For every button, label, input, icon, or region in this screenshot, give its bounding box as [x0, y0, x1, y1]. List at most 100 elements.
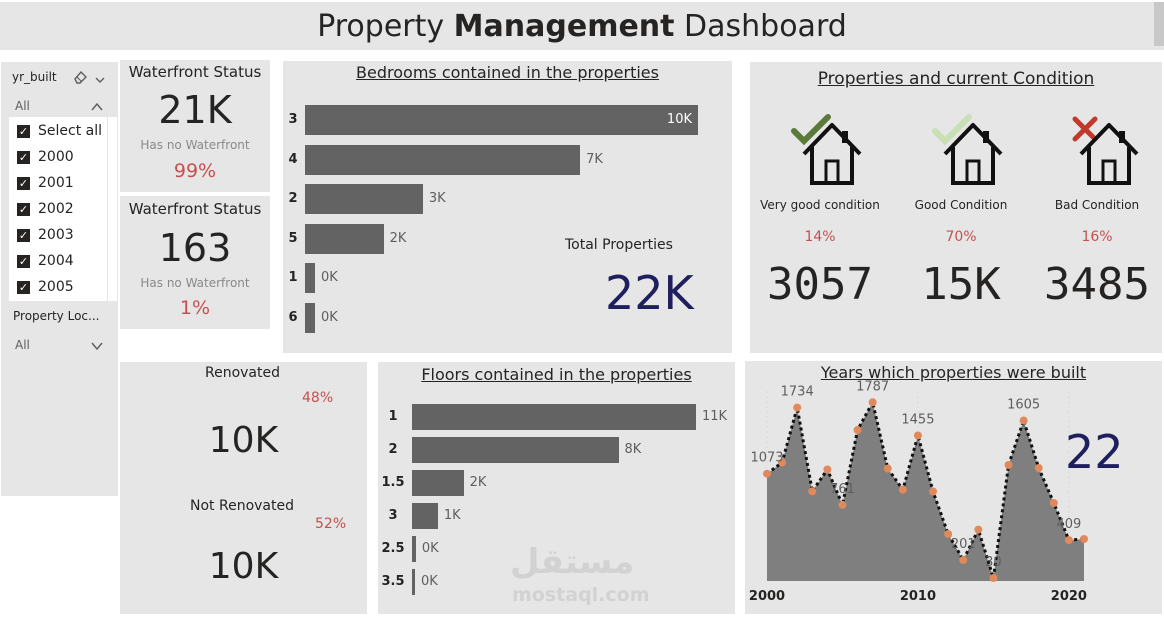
- years-chart-panel: Years which properties were built 1073 17…: [745, 361, 1162, 614]
- data-point: [853, 426, 862, 434]
- page-scrollbar[interactable]: [1154, 2, 1164, 46]
- location-slicer-label: Property Loc...: [13, 309, 100, 323]
- option-label: 2000: [38, 149, 74, 165]
- waterfront-title: Waterfront Status: [128, 63, 262, 81]
- bar-data-label: 2K: [469, 475, 487, 490]
- renovated-label: Renovated: [205, 365, 281, 381]
- total-properties-label: Total Properties: [565, 237, 673, 253]
- bar-data-label: 0K: [421, 541, 439, 556]
- waterfront-sub: Has no Waterfront: [140, 138, 250, 152]
- bar-category-label: 3: [388, 508, 398, 523]
- data-point: [974, 525, 983, 534]
- years-area: [767, 402, 1084, 581]
- bar[interactable]: [412, 404, 696, 430]
- bar[interactable]: [412, 536, 416, 562]
- data-point: [959, 556, 968, 564]
- data-label: 761: [830, 482, 855, 497]
- year-option[interactable]: ✓ 2003: [17, 222, 107, 248]
- clear-filter-icon[interactable]: [72, 69, 88, 85]
- renovated-pct: 48%: [302, 390, 334, 406]
- waterfront-card-1: Waterfront Status 21K Has no Waterfront …: [120, 60, 270, 192]
- bar[interactable]: [412, 503, 438, 529]
- data-point: [1019, 416, 1028, 425]
- data-point: [823, 465, 832, 474]
- waterfront-title: Waterfront Status: [128, 200, 262, 218]
- condition-label: Good Condition: [914, 198, 1008, 212]
- bar-data-label: 8K: [624, 442, 642, 457]
- condition-value: 3057: [767, 259, 873, 310]
- bedrooms-bars: 3 10K 4 7K 2 3K 5 2K 1 0K 6 0K: [283, 61, 732, 353]
- data-label: 1455: [901, 413, 934, 428]
- floors-chart-panel: Floors contained in the properties 1 11K 2…: [378, 362, 735, 614]
- condition-column: Good Condition 70% 15K: [892, 101, 1030, 352]
- year-option[interactable]: ✓ 2001: [17, 170, 107, 196]
- option-label: 2001: [38, 175, 74, 191]
- chevron-up-icon[interactable]: [90, 98, 104, 111]
- floors-bars: 1 11K 2 8K 1.5 2K 3 1K 2.5 0K 3.5 0K: [378, 362, 735, 614]
- data-label: 1734: [781, 385, 814, 400]
- data-label: 30: [985, 555, 1002, 570]
- x-tick-label: 2000: [749, 589, 785, 604]
- bar-category-label: 5: [288, 230, 298, 246]
- bar[interactable]: [305, 105, 698, 135]
- bar[interactable]: [305, 263, 315, 294]
- data-point: [868, 398, 877, 407]
- bar-category-label: 1: [288, 270, 298, 286]
- renovated-value: 10K: [208, 420, 279, 461]
- bar-data-label: 2K: [389, 230, 407, 246]
- bar-category-label: 6: [288, 310, 298, 325]
- checkbox-checked-icon[interactable]: ✓: [17, 176, 30, 190]
- checkbox-checked-icon[interactable]: ✓: [17, 280, 30, 294]
- bar[interactable]: [305, 303, 315, 333]
- data-point: [808, 487, 817, 496]
- year-slicer-selected[interactable]: All: [15, 99, 30, 113]
- data-point: [944, 530, 953, 538]
- waterfront-value: 21K: [158, 88, 232, 132]
- year-option[interactable]: ✓ 2000: [17, 144, 107, 170]
- condition-value: 3485: [1044, 259, 1150, 310]
- waterfront-pct: 1%: [179, 297, 211, 319]
- option-label: 2003: [38, 227, 74, 243]
- house-icon: [791, 114, 862, 185]
- checkbox-checked-icon[interactable]: ✓: [17, 150, 30, 164]
- data-point: [1034, 464, 1043, 472]
- bar[interactable]: [412, 470, 464, 496]
- select-all-option[interactable]: ✓ Select all: [17, 118, 107, 144]
- location-slicer-selected[interactable]: All: [15, 338, 30, 352]
- bar[interactable]: [412, 569, 415, 595]
- bar-data-label: 0K: [321, 270, 338, 286]
- years-line: [766, 398, 1085, 579]
- bar-data-label: 1K: [443, 508, 461, 523]
- checkbox-checked-icon[interactable]: ✓: [17, 228, 30, 242]
- bar-category-label: 3: [288, 112, 298, 127]
- location-slicer: [1, 304, 118, 360]
- condition-pct: 70%: [945, 229, 977, 245]
- data-point: [838, 500, 847, 509]
- not-renovated-value: 10K: [208, 546, 279, 587]
- bar[interactable]: [412, 437, 619, 463]
- waterfront-card-2: Waterfront Status 163 Has no Waterfront …: [120, 196, 270, 329]
- year-option[interactable]: ✓ 2004: [17, 248, 107, 274]
- years-kpi: 22: [1065, 425, 1124, 479]
- waterfront-value: 163: [158, 226, 232, 270]
- bar[interactable]: [305, 223, 384, 254]
- page-title: Property Management Dashboard: [0, 2, 1164, 50]
- data-label: 1787: [856, 379, 889, 394]
- data-point: [1080, 535, 1088, 543]
- year-dropdown-scrollbar[interactable]: [108, 117, 117, 301]
- checkbox-checked-icon[interactable]: ✓: [17, 202, 30, 216]
- bar-category-label: 2: [388, 442, 398, 457]
- chevron-down-icon[interactable]: [94, 71, 106, 83]
- data-label: 409: [1056, 517, 1081, 532]
- data-point: [989, 574, 998, 582]
- bar[interactable]: [305, 184, 423, 215]
- checkbox-checked-icon[interactable]: ✓: [17, 124, 30, 138]
- location-chevron-down-icon[interactable]: [90, 337, 104, 351]
- year-option[interactable]: ✓ 2002: [17, 196, 107, 222]
- checkbox-checked-icon[interactable]: ✓: [17, 254, 30, 268]
- bar[interactable]: [305, 144, 581, 175]
- condition-value: 15K: [921, 259, 1001, 310]
- waterfront-sub: Has no Waterfront: [140, 276, 250, 290]
- bar-category-label: 1.5: [381, 475, 405, 490]
- year-option[interactable]: ✓ 2005: [17, 274, 107, 300]
